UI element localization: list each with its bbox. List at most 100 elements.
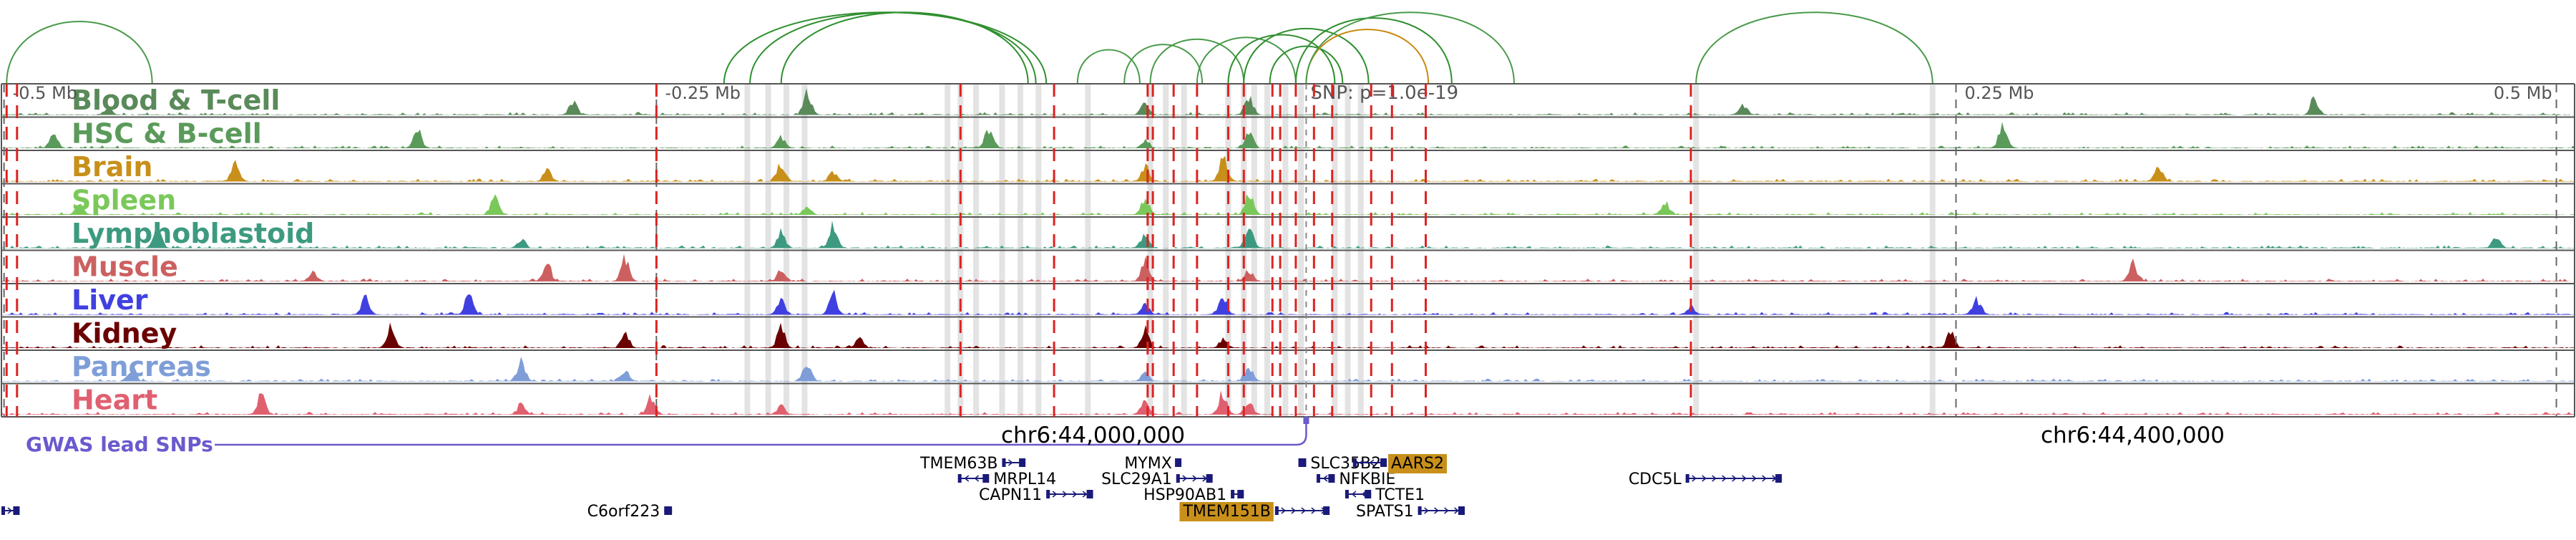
gwas-track: GWAS lead SNPs: [26, 417, 1309, 456]
gene-exon: [1299, 458, 1307, 467]
loop-arc: [1149, 38, 1245, 85]
strand-chevron: [1752, 475, 1757, 482]
strand-chevron: [964, 475, 970, 482]
gene: NFKBIE: [1316, 471, 1395, 488]
ruler-tick-label: -0.5 Mb: [13, 83, 77, 103]
coordinate-label: chr6:44,400,000: [2041, 423, 2225, 448]
track-label: Lymphoblastoid: [72, 218, 314, 249]
strand-chevron: [7, 507, 13, 514]
track-label: HSC & B-cell: [72, 118, 262, 150]
gwas-connector: [215, 420, 1307, 446]
track-label: Spleen: [72, 185, 176, 216]
gene-label: CAPN11: [979, 486, 1042, 504]
gene-exon: [665, 506, 673, 515]
loop-arc: [1243, 27, 1370, 85]
track-label: Blood & T-cell: [72, 85, 280, 116]
gene: A: [1, 506, 20, 515]
track-signal: [1, 390, 2575, 415]
loop-arc: [1196, 37, 1297, 85]
loop-arc: [1305, 29, 1430, 85]
gene-label: MYMX: [1124, 455, 1171, 473]
gene-exon: [1418, 506, 1422, 515]
gene-highlight: [1179, 502, 1274, 521]
gene: TCTE1: [1345, 486, 1425, 504]
gene-exon: [1775, 474, 1782, 483]
strand-chevron: [1008, 459, 1013, 466]
gene-exon: [1237, 490, 1244, 498]
strand-chevron: [1301, 507, 1307, 514]
gene: TMEM151B: [1179, 502, 1330, 521]
strand-chevron: [1182, 475, 1188, 482]
gene-exon: [1458, 506, 1465, 515]
strand-chevron: [1072, 491, 1078, 498]
chromatin-loop-arcs: [6, 11, 1933, 85]
ruler-tick-label: 0.25 Mb: [1965, 83, 2034, 103]
gene-exon: [1176, 474, 1180, 483]
gene-exon: [1328, 474, 1335, 483]
gene-exon: [1274, 506, 1279, 515]
coordinate-label: chr6:44,000,000: [1001, 423, 1185, 448]
track-label: Kidney: [72, 318, 177, 349]
gene-exon: [1175, 458, 1182, 467]
gene-label: TMEM63B: [919, 455, 997, 473]
loop-arc: [6, 21, 153, 85]
gwas-snp-marker: [1303, 417, 1309, 424]
loop-arc: [749, 11, 1037, 85]
track-label: Brain: [72, 151, 152, 183]
gene-label: MRPL14: [993, 471, 1056, 488]
gene: CAPN11: [979, 486, 1093, 504]
loop-arc: [1123, 44, 1204, 85]
gene: AARS2: [1352, 454, 1447, 473]
loop-arc: [723, 11, 1048, 85]
gene: HSP90AB1: [1143, 486, 1244, 504]
gene-label: SLC35B2: [1310, 455, 1381, 473]
gene-exon: [1323, 506, 1330, 515]
strand-chevron: [1291, 507, 1297, 514]
gene: C6orf223: [587, 503, 673, 521]
gene: SLC35B2: [1298, 455, 1381, 473]
strand-chevron: [1311, 507, 1317, 514]
gene-exon: [13, 506, 20, 515]
gene-exon: [1352, 458, 1357, 467]
strand-chevron: [1351, 491, 1357, 498]
gene-label: HSP90AB1: [1143, 486, 1226, 504]
track-label: Liver: [72, 284, 148, 316]
gene-exon: [1046, 490, 1050, 498]
gene: MRPL14: [957, 471, 1056, 488]
loop-arc: [1695, 11, 1933, 85]
gene-exon: [1, 506, 5, 515]
strand-chevron: [1702, 475, 1707, 482]
strand-chevron: [1742, 475, 1747, 482]
gene-label: C6orf223: [587, 503, 660, 521]
gene-exon: [1316, 474, 1320, 483]
strand-chevron: [1434, 507, 1439, 514]
variant-red-lines: [5, 84, 1692, 417]
strand-chevron: [1359, 459, 1365, 466]
gene: TMEM63B: [919, 455, 1026, 473]
ruler-tick-label: -0.25 Mb: [665, 83, 741, 103]
gene-exon: [1086, 490, 1093, 498]
loop-arc: [1227, 34, 1336, 85]
track-label: Pancreas: [72, 351, 211, 382]
strand-chevron: [1762, 475, 1767, 482]
strand-chevron: [1082, 491, 1088, 498]
strand-chevron: [1444, 507, 1449, 514]
gwas-label: GWAS lead SNPs: [26, 433, 213, 456]
track-label: Heart: [72, 385, 157, 416]
gene-exon: [1019, 458, 1026, 467]
gene-label: SLC29A1: [1101, 471, 1172, 488]
gene: MYMX: [1124, 455, 1182, 473]
strand-chevron: [1424, 507, 1429, 514]
coordinate-labels: chr6:44,000,000 chr6:44,400,000: [1001, 423, 2225, 448]
gene: SLC29A1: [1101, 471, 1213, 488]
loop-arc: [1269, 45, 1344, 85]
gene-highlight: [1388, 454, 1447, 473]
track-signal: [1, 88, 2575, 115]
strand-chevron: [1369, 459, 1375, 466]
ruler-tick-label: 0.5 Mb: [2494, 83, 2552, 103]
gene-exon: [982, 474, 990, 483]
gene-exon: [1365, 490, 1372, 498]
strand-chevron: [1052, 491, 1058, 498]
